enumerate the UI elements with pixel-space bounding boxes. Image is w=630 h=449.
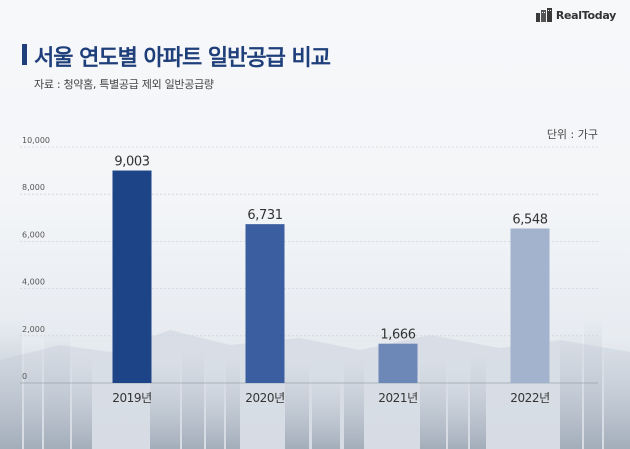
bar-2019 xyxy=(112,170,152,383)
bar-2021 xyxy=(378,343,418,383)
data-label: 9,003 xyxy=(114,155,149,170)
title-accent-bar xyxy=(22,44,27,65)
source-note: 자료 : 청약홈, 특별공급 제외 일반공급량 xyxy=(34,78,214,91)
x-category-label: 2020년 xyxy=(245,391,285,405)
data-label: 1,666 xyxy=(380,328,415,343)
unit-label: 단위 : 가구 xyxy=(546,128,598,141)
data-label: 6,548 xyxy=(512,212,547,227)
x-category-label: 2021년 xyxy=(378,391,418,405)
building-logo-icon xyxy=(535,8,552,22)
y-tick-label: 10,000 xyxy=(22,136,50,145)
y-tick-label: 8,000 xyxy=(22,183,45,192)
logo-text: RealToday xyxy=(555,8,616,22)
y-tick-label: 2,000 xyxy=(22,325,45,334)
x-category-label: 2022년 xyxy=(510,391,550,405)
bar-2020 xyxy=(245,224,285,383)
x-category-label: 2019년 xyxy=(112,391,152,405)
data-label: 6,731 xyxy=(247,208,282,223)
bar-2022 xyxy=(510,228,550,383)
brand-logo: RealToday xyxy=(535,8,616,22)
y-tick-label: 4,000 xyxy=(22,278,45,287)
y-tick-label: 6,000 xyxy=(22,230,45,239)
y-tick-label: 0 xyxy=(22,372,27,381)
chart-title: 서울 연도별 아파트 일반공급 비교 xyxy=(34,46,331,71)
